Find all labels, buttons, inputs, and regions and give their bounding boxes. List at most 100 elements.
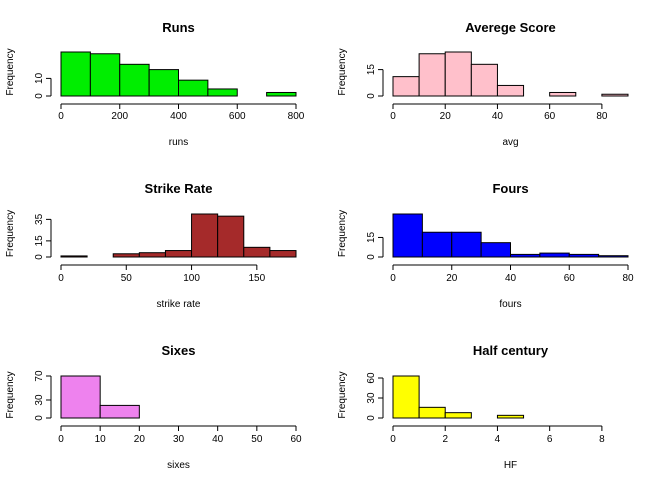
x-tick-label: 20 [440, 111, 452, 122]
histogram-bar [418, 53, 446, 97]
x-tick-label: 4 [495, 434, 501, 445]
x-tick-label: 0 [58, 111, 64, 122]
histogram-bar [451, 231, 482, 258]
histogram-bar [549, 91, 577, 97]
x-tick-label: 6 [547, 434, 553, 445]
y-axis-label: Frequency [337, 371, 348, 418]
chart-title: Averege Score [465, 20, 556, 35]
histogram-panel: 0 20 40 60 80 0 15 Averege Score avg Frequency [337, 20, 629, 148]
histogram-panel: 0 2 4 6 8 0 30 60 Half century HF Frequency [337, 343, 605, 471]
histogram-bar [392, 375, 420, 419]
y-tick-label: 35 [34, 213, 45, 225]
histogram-bar [598, 255, 629, 258]
y-tick-label: 60 [366, 372, 377, 384]
x-tick-label: 60 [290, 434, 302, 445]
y-tick-label: 0 [34, 415, 45, 421]
histogram-bar [148, 69, 179, 97]
x-tick-label: 0 [390, 434, 396, 445]
histogram-bar [470, 63, 498, 97]
y-tick-label: 30 [34, 394, 45, 406]
histogram-bar [119, 63, 150, 97]
x-tick-label: 0 [58, 273, 64, 284]
x-tick-label: 10 [95, 434, 107, 445]
x-tick-label: 2 [442, 434, 448, 445]
y-tick-label: 15 [366, 64, 377, 76]
histogram-bar [112, 253, 140, 258]
x-axis-label: avg [502, 137, 518, 148]
histogram-bar [539, 252, 570, 258]
x-tick-label: 100 [183, 273, 200, 284]
histogram-bar [138, 252, 166, 258]
histogram-bar [207, 88, 238, 97]
histogram-panel: 0 200 400 600 800 0 10 Runs runs Frequency [5, 20, 305, 148]
x-tick-label: 40 [505, 273, 517, 284]
histogram-bar [164, 250, 193, 258]
x-tick-label: 40 [212, 434, 224, 445]
y-axis-label: Frequency [337, 210, 348, 257]
histogram-bar [392, 213, 423, 258]
y-tick-label: 15 [366, 231, 377, 243]
histogram-bar [421, 231, 453, 258]
x-tick-label: 0 [390, 111, 396, 122]
histogram-bar [444, 51, 472, 97]
x-tick-label: 80 [622, 273, 634, 284]
y-tick-label: 10 [34, 72, 45, 84]
histogram-bar [418, 406, 446, 419]
histogram-panel: 0 10 20 30 40 50 60 0 30 70 Sixes sixes Frequency [5, 343, 302, 471]
x-axis-label: HF [504, 460, 517, 471]
x-tick-label: 200 [111, 111, 128, 122]
histogram-bar [496, 414, 525, 419]
histogram-bar [601, 93, 629, 97]
histogram-bar [60, 375, 101, 419]
chart-title: Fours [492, 181, 528, 196]
histogram-panel: 0 50 100 150 0 15 35 Strike Rate strike rate Freq… [5, 181, 297, 310]
x-tick-label: 400 [170, 111, 187, 122]
histogram-bar [510, 253, 541, 258]
histogram-bar [269, 250, 297, 258]
histogram-bar [496, 84, 525, 97]
x-axis-label: fours [499, 299, 521, 310]
x-tick-label: 80 [596, 111, 608, 122]
x-axis-label: strike rate [157, 299, 201, 310]
histogram-bar [217, 215, 245, 258]
x-tick-label: 0 [390, 273, 396, 284]
y-axis-label: Frequency [337, 48, 348, 95]
x-tick-label: 60 [564, 273, 576, 284]
x-tick-label: 60 [544, 111, 556, 122]
histogram-bar [243, 246, 271, 258]
chart-title: Sixes [162, 343, 196, 358]
y-tick-label: 0 [34, 254, 45, 260]
histogram-bar [60, 255, 88, 258]
y-axis-label: Frequency [5, 210, 16, 257]
histogram-bar [99, 404, 140, 419]
y-tick-label: 15 [34, 235, 45, 247]
y-axis-label: Frequency [5, 48, 16, 95]
y-tick-label: 0 [34, 93, 45, 99]
x-tick-label: 50 [121, 273, 133, 284]
histogram-bar [392, 76, 420, 97]
x-tick-label: 150 [248, 273, 265, 284]
x-tick-label: 8 [599, 434, 605, 445]
x-tick-label: 0 [58, 434, 64, 445]
y-tick-label: 0 [366, 254, 377, 260]
x-axis-label: sixes [167, 460, 190, 471]
x-tick-label: 600 [229, 111, 246, 122]
x-tick-label: 40 [492, 111, 504, 122]
x-tick-label: 20 [446, 273, 458, 284]
histogram-bar [60, 51, 91, 97]
x-axis-label: runs [169, 137, 188, 148]
y-axis-label: Frequency [5, 371, 16, 418]
chart-title: Half century [473, 343, 549, 358]
x-tick-label: 30 [173, 434, 185, 445]
x-tick-label: 50 [251, 434, 263, 445]
histogram-bar [444, 412, 472, 419]
y-tick-label: 0 [366, 415, 377, 421]
y-tick-label: 70 [34, 370, 45, 382]
histogram-bar [89, 53, 121, 97]
y-tick-label: 0 [366, 93, 377, 99]
histogram-bar [480, 242, 511, 258]
histogram-panel: 0 20 40 60 80 0 15 Fours fours Frequency [337, 181, 634, 310]
histogram-bar [178, 79, 209, 97]
histogram-bar [568, 253, 600, 258]
